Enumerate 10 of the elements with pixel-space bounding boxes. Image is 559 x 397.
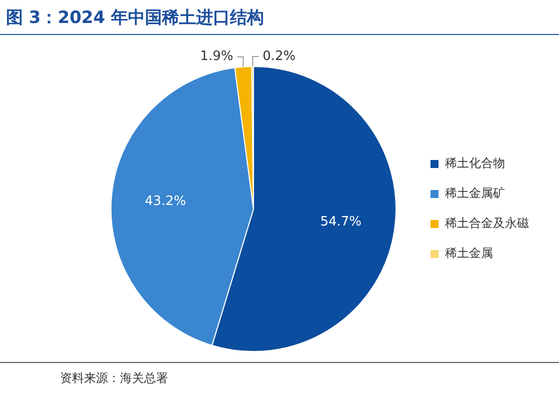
data-label: 43.2% [144, 194, 186, 210]
data-label: 0.2% [262, 48, 296, 64]
text: 资料来源：海关总署 [60, 370, 168, 387]
data-label: 54.7% [320, 214, 362, 230]
legend-label: 稀土化合物 [445, 156, 505, 170]
legend-label: 稀土金属矿 [445, 186, 505, 200]
legend-label: 稀土金属 [445, 246, 493, 260]
chart-title: 图 3：2024 年中国稀土进口结构 [6, 7, 264, 29]
data-label: 1.9% [200, 49, 234, 64]
legend-label: 稀土合金及永磁 [445, 216, 529, 230]
